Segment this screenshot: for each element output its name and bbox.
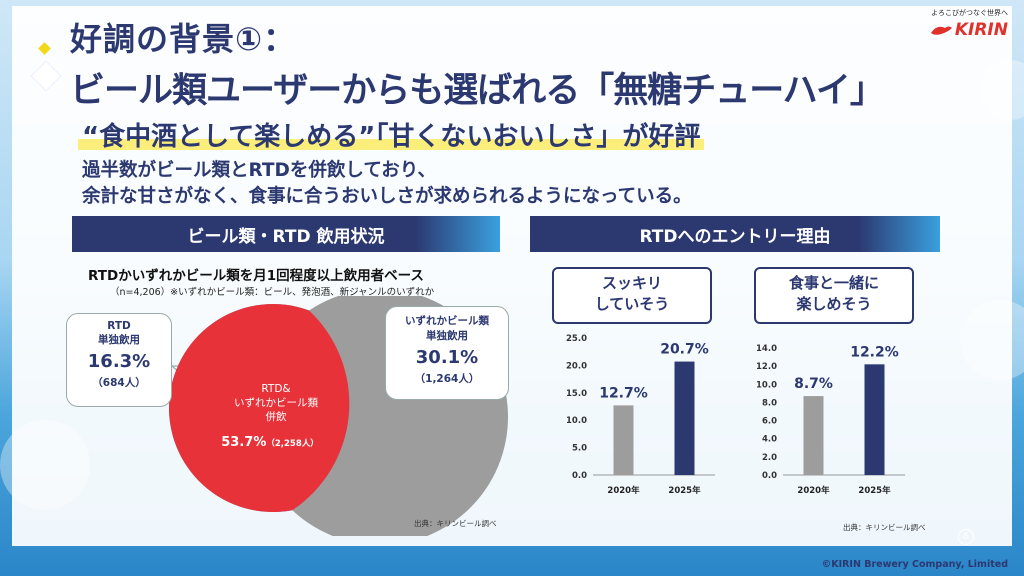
page-title-line1: 好調の背景①： xyxy=(70,20,297,58)
bar-chart2-ytick-label: 0.0 xyxy=(762,471,777,481)
bar-chart2-value-label: 12.2% xyxy=(850,344,899,360)
bar-chart1-label-line2: していそう xyxy=(594,295,670,313)
beer-callout-label1: いずれかビール類 xyxy=(405,315,489,327)
bar-chart1-category-label: 2025年 xyxy=(668,485,701,496)
bar-chart1-ytick-label: 10.0 xyxy=(566,416,587,426)
source-left: 出典：キリンビール調べ xyxy=(414,519,497,528)
bar-chart2-ytick-label: 12.0 xyxy=(756,362,777,372)
logo-name: KIRIN xyxy=(929,20,1008,40)
rtd-callout-count: （684人） xyxy=(92,377,146,389)
rtd-callout: RTD 単独飲用 16.3% （684人） xyxy=(66,313,172,407)
venn-chart-note: （n=4,206）※いずれかビール類：ビール、発泡酒、新ジャンルのいずれか xyxy=(110,287,435,298)
bar-chart1-ytick-label: 0.0 xyxy=(572,471,587,481)
overlap-label-line2: いずれかビール類 xyxy=(234,397,318,409)
bar-chart2-ytick-label: 6.0 xyxy=(762,417,777,427)
bar-chart2-label: 食事と一緒に 楽しめそう xyxy=(754,267,914,324)
source-right: 出典：キリンビール調べ xyxy=(843,523,926,532)
bar-chart1-ytick-label: 20.0 xyxy=(566,361,587,371)
overlap-value-group: 53.7%（2,258人） xyxy=(221,435,319,450)
bar-chart2-ytick-label: 8.0 xyxy=(762,398,777,408)
beer-callout-label2: 単独飲用 xyxy=(426,330,468,342)
body-text-line1: 過半数がビール類とRTDを併飲しており、 xyxy=(82,160,437,181)
beer-callout-count: （1,264人） xyxy=(414,373,480,385)
bar-chart1-label-line1: スッキリ xyxy=(601,274,662,292)
kirin-emblem-icon xyxy=(930,26,952,35)
logo-tagline: よろこびがつなぐ世界へ xyxy=(931,9,1008,17)
rtd-callout-label1: RTD xyxy=(107,320,131,332)
page-title-line2: ビール類ユーザーからも選ばれる「無糖チューハイ」 xyxy=(70,71,885,111)
bar-chart1-bar xyxy=(674,361,695,475)
overlap-region xyxy=(169,304,350,512)
overlap-label-line3: 併飲 xyxy=(266,410,287,423)
bar-chart2-category-label: 2020年 xyxy=(797,485,830,496)
bar-chart2-label-line1: 食事と一緒に xyxy=(788,274,879,292)
bar-chart2-ytick-label: 4.0 xyxy=(762,435,777,445)
rtd-callout-value: 16.3% xyxy=(87,351,151,372)
bar-chart2-label-line2: 楽しめそう xyxy=(796,295,872,313)
rtd-callout-label2: 単独飲用 xyxy=(98,334,140,346)
bar-chart1-category-label: 2020年 xyxy=(607,485,640,496)
section-header-right: RTDへのエントリー理由 xyxy=(530,216,940,252)
overlap-label-line1: RTD& xyxy=(261,383,290,395)
page-number: 6 xyxy=(958,529,974,545)
bar-chart-shokuji: 0.0 2.0 4.0 6.0 8.0 10.0 12.0 14.0 8.7% 2020年 12.2… xyxy=(756,344,905,496)
bar-chart2-ytick-label: 2.0 xyxy=(762,453,777,463)
venn-chart-title: RTDかいずれかビール類を月1回程度以上飲用者ベース xyxy=(88,268,424,284)
beer-callout-value: 30.1% xyxy=(415,347,479,368)
subheading: “食中酒として楽しめる”「甘くないおいしさ」が好評 xyxy=(78,116,705,153)
section-header-left: ビール類・RTD 飲用状況 xyxy=(72,216,500,252)
bar-chart2-ytick-label: 10.0 xyxy=(756,380,777,390)
copyright: ©KIRIN Brewery Company, Limited xyxy=(821,559,1008,570)
bar-chart1-value-label: 20.7% xyxy=(660,342,709,358)
overlap-count: （2,258人） xyxy=(266,438,318,449)
body-text-line2: 余計な甘さがなく、食事に合うおいしさが求められるようになっている。 xyxy=(82,186,692,207)
bar-chart1-ytick-label: 5.0 xyxy=(572,444,587,454)
bar-chart1-ytick-label: 25.0 xyxy=(566,334,587,344)
bar-chart1-ytick-label: 15.0 xyxy=(566,389,587,399)
bar-chart2-category-label: 2025年 xyxy=(858,485,891,496)
bar-chart1-value-label: 12.7% xyxy=(599,385,648,401)
bar-chart2-value-label: 8.7% xyxy=(794,376,833,392)
bar-chart2-bar xyxy=(864,364,885,475)
bar-chart2-ytick-label: 14.0 xyxy=(756,344,777,354)
bar-chart1-label: スッキリ していそう xyxy=(552,267,712,324)
bar-chart-sukkiri: 0.0 5.0 10.0 15.0 20.0 25.0 12.7% 2020年 20.7% 202… xyxy=(566,334,715,496)
overlap-value: 53.7% xyxy=(221,435,266,450)
logo-text: KIRIN xyxy=(954,20,1008,40)
kirin-logo: よろこびがつなぐ世界へ KIRIN xyxy=(929,8,1008,40)
bar-chart1-bar xyxy=(613,405,634,475)
bar-chart2-bar xyxy=(803,396,824,475)
beer-callout: いずれかビール類 単独飲用 30.1% （1,264人） xyxy=(385,306,509,400)
